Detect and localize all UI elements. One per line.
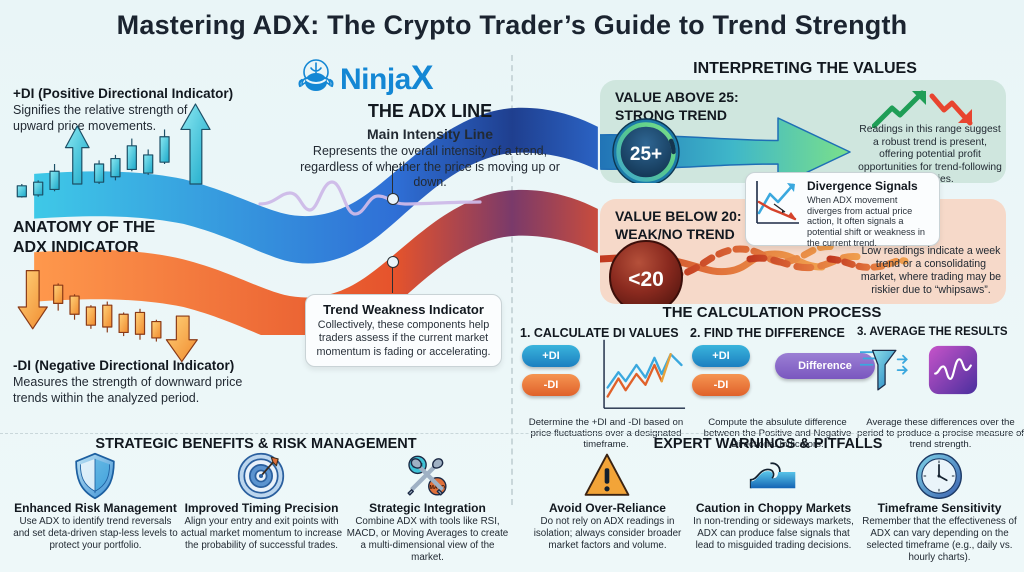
svg-text:25+: 25+ <box>630 144 662 165</box>
svg-text:<20: <20 <box>628 268 664 291</box>
